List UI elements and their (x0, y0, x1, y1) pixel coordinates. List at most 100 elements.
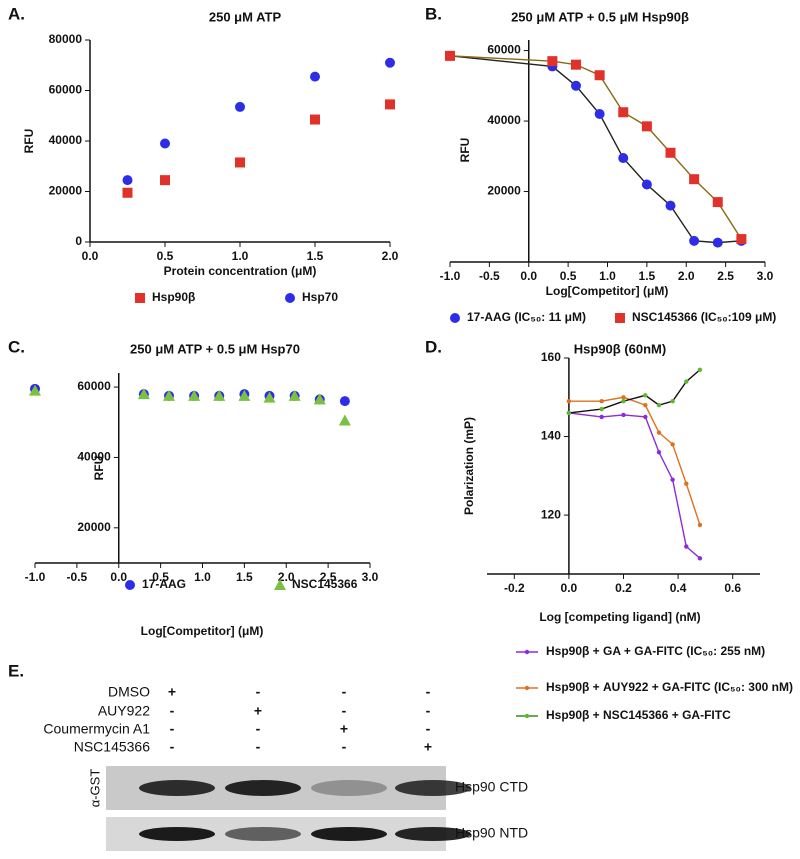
legend-marker (524, 649, 530, 655)
treatment-sign: + (254, 703, 262, 719)
x-tick-label: 0.0 (82, 249, 99, 263)
marker (163, 389, 175, 401)
blot-band (395, 780, 471, 796)
x-tick-label: 0.2 (615, 581, 632, 595)
x-tick-label: 2.0 (278, 570, 295, 584)
x-tick-label: 0.0 (110, 570, 127, 584)
y-tick-label: 80000 (49, 32, 83, 46)
marker (599, 406, 604, 412)
marker (385, 99, 395, 110)
y-tick-label: 60000 (49, 83, 83, 97)
fit-curve (449, 55, 742, 244)
treatment-sign: - (342, 703, 347, 719)
legend-label: 17-AAG (142, 577, 186, 591)
marker (339, 396, 350, 407)
blot-band (139, 827, 215, 841)
marker (566, 410, 572, 416)
legend-label: Hsp90β + NSC145366 + GA-FITC (546, 708, 731, 722)
fit-curve (568, 412, 701, 559)
marker (643, 414, 648, 420)
marker (697, 367, 703, 372)
treatment-label: NSC145366 (74, 739, 150, 755)
x-axis-label: Protein concentration (μM) (164, 264, 317, 278)
treatment-sign: + (168, 684, 176, 700)
y-tick-label: 140 (541, 429, 561, 443)
y-tick-label: 120 (541, 507, 561, 521)
x-axis-label: Log[Competitor] (μM) (141, 624, 264, 638)
x-tick-label: 0.5 (560, 269, 577, 283)
treatment-sign: + (340, 721, 348, 737)
marker (712, 237, 723, 248)
chart-title: 250 μM ATP + 0.5 μM Hsp90β (511, 9, 689, 24)
x-axis-label: Log [competing ligand] (nM) (539, 610, 700, 624)
marker (643, 402, 648, 408)
x-tick-label: 1.5 (307, 249, 324, 263)
marker (689, 174, 700, 185)
marker (665, 200, 676, 211)
legend-label: Hsp90β + AUY922 + GA-FITC (IC₅₀: 300 nM) (546, 680, 793, 694)
legend-label: Hsp70 (302, 290, 338, 304)
marker (566, 399, 572, 404)
marker (235, 101, 245, 112)
marker (656, 430, 662, 435)
marker (670, 477, 675, 482)
x-tick-label: 0.5 (157, 249, 174, 263)
x-axis-label: Log[Competitor] (μM) (546, 284, 669, 298)
marker (697, 522, 703, 528)
x-tick-label: -0.5 (479, 269, 500, 283)
y-tick-label: 40000 (487, 113, 521, 127)
y-tick-label: 20000 (487, 184, 521, 198)
legend-marker (524, 685, 530, 691)
x-tick-label: -0.5 (67, 570, 88, 584)
treatment-sign: - (256, 721, 261, 737)
marker (641, 121, 652, 132)
x-tick-label: 1.0 (599, 269, 616, 283)
fit-curve (568, 396, 701, 526)
legend-marker (285, 293, 295, 303)
y-tick-label: 40000 (49, 133, 83, 147)
marker (122, 175, 133, 186)
marker (263, 391, 276, 403)
marker (213, 389, 226, 401)
treatment-sign: - (256, 684, 261, 700)
panel-label: B. (425, 4, 442, 23)
chart-title: 250 μM ATP (209, 9, 282, 24)
marker (188, 389, 201, 401)
x-tick-label: 1.5 (639, 269, 656, 283)
marker (385, 57, 395, 68)
treatment-sign: - (170, 739, 175, 755)
marker (643, 393, 648, 398)
fit-curve (568, 369, 701, 414)
chart-title: Hsp90β (60nM) (574, 341, 666, 356)
blot-band (311, 827, 387, 841)
x-tick-label: 3.0 (757, 269, 774, 283)
marker (621, 412, 626, 418)
treatment-sign: - (426, 684, 431, 700)
marker (621, 399, 626, 404)
marker (684, 544, 689, 549)
marker (684, 379, 689, 384)
y-axis-label: Polarization (mP) (462, 417, 476, 515)
marker (547, 56, 558, 67)
marker (665, 147, 676, 158)
y-tick-label: 20000 (49, 184, 83, 198)
legend-label: NSC145366 (292, 577, 358, 591)
marker (288, 389, 301, 401)
x-tick-label: 2.5 (320, 570, 337, 584)
marker (599, 399, 604, 404)
marker (594, 70, 605, 81)
marker (313, 393, 326, 405)
panel-label: A. (8, 4, 25, 23)
x-tick-label: 0.5 (152, 570, 169, 584)
antibody-label: α-GST (87, 769, 102, 808)
legend-label: Hsp90β (152, 290, 195, 304)
marker (137, 388, 150, 400)
blot-band (225, 780, 301, 796)
y-tick-label: 20000 (77, 520, 111, 534)
panel-label: D. (425, 337, 442, 356)
x-tick-label: 2.5 (717, 269, 734, 283)
marker (594, 109, 605, 119)
marker (736, 234, 747, 245)
marker (238, 389, 251, 401)
marker (571, 59, 581, 70)
